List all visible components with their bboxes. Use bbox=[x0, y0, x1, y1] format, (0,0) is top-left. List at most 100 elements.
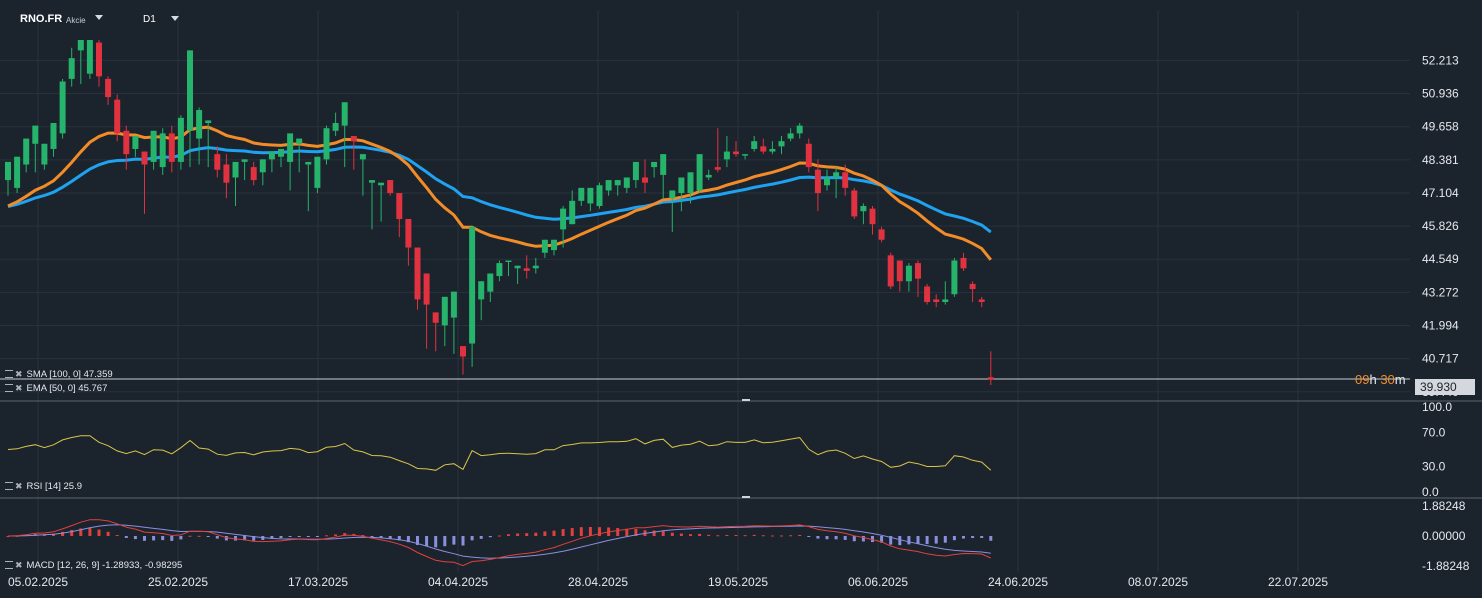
close-icon[interactable]: ✖ bbox=[15, 560, 23, 570]
macd-legend[interactable]: ✖ MACD [12, 26, 9] -1.28933, -0.98295 bbox=[5, 560, 182, 571]
macd-histogram-bar bbox=[243, 536, 247, 541]
candle-body bbox=[614, 180, 621, 186]
candle-body bbox=[214, 154, 221, 170]
candle-body bbox=[77, 40, 84, 51]
candle-body bbox=[824, 177, 830, 186]
close-icon[interactable]: ✖ bbox=[15, 383, 23, 393]
candle-body bbox=[296, 138, 303, 144]
macd-histogram-bar bbox=[889, 536, 893, 545]
candle bbox=[496, 260, 503, 282]
price-tick-label: 47.104 bbox=[1422, 186, 1459, 200]
settings-icon[interactable] bbox=[5, 482, 13, 491]
candle bbox=[887, 252, 894, 290]
macd-histogram-bar bbox=[816, 536, 820, 539]
candle-body bbox=[742, 154, 749, 156]
price-tick-label: 49.658 bbox=[1422, 120, 1459, 134]
macd-histogram-bar bbox=[279, 536, 283, 539]
candle-body bbox=[751, 141, 758, 149]
sma-legend[interactable]: ✖ SMA [100, 0] 47.359 bbox=[5, 369, 113, 380]
candle bbox=[687, 172, 694, 204]
symbol-label[interactable]: RNO.FR bbox=[20, 13, 63, 25]
candle bbox=[760, 138, 767, 155]
timeframe-dropdown-icon[interactable] bbox=[171, 16, 179, 21]
candle-body bbox=[978, 299, 985, 303]
candle-body bbox=[769, 148, 776, 152]
ema-legend[interactable]: ✖ EMA [50, 0] 45.767 bbox=[5, 383, 107, 394]
candle bbox=[487, 273, 494, 303]
macd-histogram-bar bbox=[670, 532, 674, 536]
time-tick-label: 04.04.2025 bbox=[428, 575, 488, 589]
macd-histogram-bar bbox=[470, 536, 474, 541]
candle-body bbox=[323, 128, 330, 160]
macd-histogram-bar bbox=[406, 536, 410, 543]
macd-histogram-bar bbox=[943, 536, 947, 543]
candle-body bbox=[168, 133, 175, 162]
candle bbox=[905, 263, 912, 292]
candle bbox=[869, 206, 876, 235]
candle bbox=[814, 159, 821, 212]
candle bbox=[769, 141, 776, 155]
candle bbox=[214, 146, 221, 178]
macd-histogram-bar bbox=[88, 527, 92, 536]
candle-body bbox=[896, 260, 903, 282]
candle-body bbox=[232, 161, 239, 178]
candle bbox=[851, 187, 858, 219]
macd-histogram-bar bbox=[425, 536, 429, 547]
candle-body bbox=[578, 187, 585, 201]
candle-body bbox=[159, 133, 166, 168]
candle bbox=[205, 120, 212, 168]
candle bbox=[587, 187, 594, 212]
ema-legend-label: EMA [50, 0] 45.767 bbox=[26, 383, 108, 394]
candle bbox=[341, 102, 348, 168]
macd-histogram-bar bbox=[534, 532, 538, 536]
macd-histogram-bar bbox=[679, 533, 683, 536]
candle-body bbox=[632, 161, 639, 181]
macd-histogram-bar bbox=[907, 536, 911, 545]
candle-body bbox=[114, 99, 121, 134]
macd-histogram-bar bbox=[716, 535, 720, 537]
candle bbox=[177, 115, 184, 170]
candle bbox=[978, 296, 985, 308]
candle bbox=[350, 135, 357, 170]
close-icon[interactable]: ✖ bbox=[15, 481, 23, 491]
macd-histogram-bar bbox=[115, 534, 119, 536]
timeframe-label[interactable]: D1 bbox=[143, 14, 156, 25]
macd-tick-label: 0.00000 bbox=[1422, 529, 1466, 543]
candle-body bbox=[305, 161, 312, 165]
candle bbox=[733, 141, 739, 157]
settings-icon[interactable] bbox=[5, 384, 13, 393]
time-tick-label: 05.02.2025 bbox=[8, 575, 68, 589]
macd-histogram-bar bbox=[143, 536, 146, 541]
macd-histogram-bar bbox=[561, 529, 565, 536]
candle-body bbox=[123, 130, 130, 155]
time-axis: 05.02.2025 25.02.2025 17.03.2025 04.04.2025… bbox=[8, 575, 1328, 589]
macd-histogram-bar bbox=[507, 534, 510, 536]
candle bbox=[259, 159, 266, 186]
settings-icon[interactable] bbox=[5, 370, 13, 379]
candle-body bbox=[969, 283, 976, 290]
candle-body bbox=[905, 265, 912, 282]
rsi-legend[interactable]: ✖ RSI [14] 25.9 bbox=[5, 481, 82, 492]
candle-body bbox=[760, 146, 767, 152]
candle bbox=[77, 40, 84, 85]
candle-countdown: 09h 30m bbox=[1355, 372, 1406, 387]
macd-histogram-bar bbox=[852, 536, 856, 542]
settings-icon[interactable] bbox=[5, 561, 13, 570]
candle-body bbox=[487, 273, 494, 292]
close-icon[interactable]: ✖ bbox=[15, 369, 23, 379]
macd-histogram-bar bbox=[789, 535, 793, 537]
candle-body bbox=[623, 177, 630, 188]
candle bbox=[332, 112, 339, 136]
candle-body bbox=[960, 257, 967, 269]
macd-histogram-bar bbox=[952, 536, 956, 541]
pane-resize-handle bbox=[742, 496, 750, 498]
symbol-dropdown-icon[interactable] bbox=[95, 15, 103, 20]
sma-legend-label: SMA [100, 0] 47.359 bbox=[26, 369, 113, 380]
candle bbox=[824, 169, 830, 191]
candle bbox=[296, 138, 303, 173]
macd-histogram-bar bbox=[61, 531, 65, 536]
time-tick-label: 06.06.2025 bbox=[848, 575, 908, 589]
candle bbox=[460, 346, 466, 375]
candle-body bbox=[5, 161, 11, 181]
